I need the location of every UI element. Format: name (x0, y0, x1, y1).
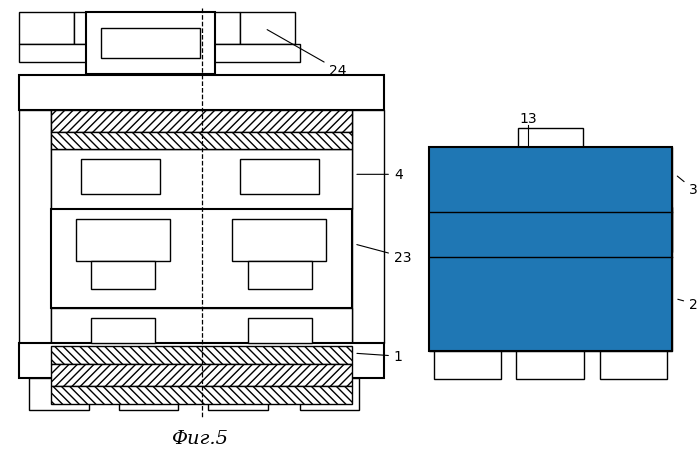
Bar (433, 351, 501, 379)
Text: Φиг.5: Φиг.5 (172, 429, 229, 446)
Bar (248, 261, 312, 289)
Polygon shape (605, 257, 635, 307)
Bar (51, 386, 352, 404)
Bar (51, 309, 352, 368)
Bar (20, 110, 51, 344)
Text: 13: 13 (519, 111, 537, 125)
Text: 1: 1 (357, 350, 403, 364)
Bar (76, 220, 171, 261)
Bar (74, 14, 129, 45)
Bar (86, 14, 215, 75)
Text: 2: 2 (678, 297, 698, 311)
Text: 24: 24 (267, 31, 347, 78)
Bar (428, 212, 672, 252)
Bar (101, 29, 200, 59)
Bar (600, 351, 667, 379)
Bar (428, 148, 672, 212)
Bar (91, 261, 155, 289)
Bar (185, 45, 299, 63)
Bar (20, 76, 384, 110)
Bar (518, 129, 583, 150)
Bar (248, 319, 312, 344)
Bar (352, 110, 384, 344)
Text: 23: 23 (357, 245, 412, 264)
Bar (51, 346, 352, 364)
Bar (185, 14, 240, 45)
Bar (81, 160, 160, 195)
Bar (91, 319, 155, 344)
Bar (51, 364, 352, 386)
Bar (428, 148, 672, 351)
Bar (299, 378, 359, 410)
Bar (20, 14, 74, 45)
Polygon shape (468, 257, 493, 307)
Polygon shape (610, 257, 635, 307)
Bar (459, 175, 642, 212)
Bar (20, 344, 384, 378)
Bar (51, 210, 352, 309)
Text: 3: 3 (677, 177, 698, 197)
Polygon shape (466, 257, 496, 307)
Polygon shape (603, 257, 637, 309)
Bar (518, 148, 583, 178)
Bar (459, 175, 642, 212)
Bar (51, 150, 352, 210)
Bar (51, 132, 352, 150)
Bar (428, 257, 672, 351)
Polygon shape (463, 257, 498, 309)
Bar (240, 14, 294, 45)
Bar (240, 160, 319, 195)
Bar (119, 378, 178, 410)
Bar (29, 378, 89, 410)
Bar (208, 378, 268, 410)
Bar (428, 207, 672, 257)
Bar (51, 110, 352, 132)
Text: 4: 4 (357, 168, 403, 182)
Bar (232, 220, 326, 261)
Bar (516, 351, 584, 379)
Bar (20, 45, 183, 63)
